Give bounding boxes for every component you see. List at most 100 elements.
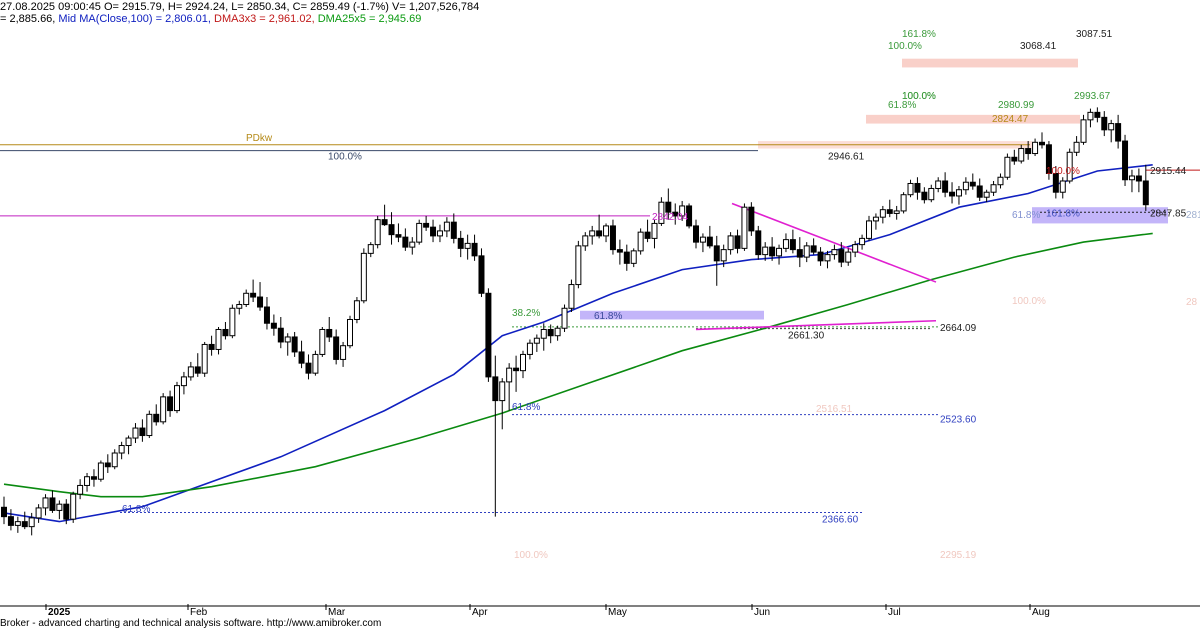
candle-body bbox=[672, 211, 679, 217]
dma3x3-legend: DMA3x3 = 2,961.02, bbox=[214, 13, 318, 25]
candle-body bbox=[319, 328, 326, 355]
candle-body bbox=[831, 249, 838, 256]
candle-body bbox=[160, 396, 167, 423]
candle-body bbox=[464, 242, 471, 249]
trendline-down bbox=[731, 202, 937, 283]
candle-body bbox=[1135, 175, 1142, 182]
candle-body bbox=[436, 230, 443, 237]
fib-zone-top bbox=[902, 58, 1078, 68]
candle-body bbox=[28, 517, 35, 528]
trendline-support bbox=[695, 319, 937, 331]
candle-body bbox=[658, 201, 665, 224]
candle-body bbox=[416, 222, 423, 243]
x-tick-label: May bbox=[608, 607, 627, 618]
candle-body bbox=[187, 366, 194, 378]
candle-body bbox=[969, 181, 976, 187]
candle-body bbox=[42, 497, 49, 509]
candle-body bbox=[630, 250, 637, 264]
candle-body bbox=[1004, 156, 1011, 178]
candle-body bbox=[125, 437, 132, 447]
candle-body bbox=[1011, 156, 1018, 162]
candle-body bbox=[153, 413, 160, 423]
candle-body bbox=[402, 236, 409, 248]
candle-body bbox=[430, 226, 437, 237]
candle-body bbox=[257, 296, 264, 308]
candle-body bbox=[194, 366, 201, 374]
levels-layer bbox=[0, 144, 1200, 514]
candle-body bbox=[720, 249, 727, 262]
fib-annotation: 100.0% bbox=[902, 91, 936, 102]
candle-body bbox=[374, 219, 381, 246]
price-level-label: 2915.44 bbox=[1150, 166, 1187, 177]
candle-body bbox=[70, 493, 77, 520]
candle-body bbox=[734, 235, 741, 249]
candle-body bbox=[554, 327, 561, 337]
candle-body bbox=[540, 328, 547, 339]
x-tick-label: Mar bbox=[328, 607, 346, 618]
fib-annotation: 161.8% bbox=[902, 29, 936, 40]
candle-body bbox=[277, 327, 284, 343]
candle-body bbox=[1087, 111, 1094, 121]
candle-body bbox=[706, 236, 713, 247]
candle-body bbox=[741, 206, 748, 249]
moving-average-line bbox=[3, 232, 1153, 498]
candle-body bbox=[1052, 173, 1059, 193]
candle-body bbox=[1045, 144, 1052, 175]
dma25x5-legend: DMA25x5 = 2,945.69 bbox=[317, 13, 422, 25]
candle-body bbox=[872, 216, 879, 222]
candle-body bbox=[222, 328, 229, 337]
candle-body bbox=[1128, 175, 1135, 181]
candle-body bbox=[381, 219, 388, 226]
candle-body bbox=[118, 445, 125, 454]
labels-layer: PDkw 100.0% 2946.61 2842.04 100.0% 2915.44 161… bbox=[122, 29, 1200, 561]
candle-body bbox=[499, 381, 506, 402]
candle-body bbox=[305, 362, 312, 374]
candle-body bbox=[139, 427, 146, 437]
candle-body bbox=[637, 231, 644, 252]
fib-annotation: 3068.41 bbox=[1020, 41, 1057, 52]
fib-annotation: 28 bbox=[1186, 297, 1198, 308]
candle-body bbox=[942, 180, 949, 193]
candle-body bbox=[997, 176, 1004, 186]
fib-annotation: 2516.51 bbox=[816, 404, 853, 415]
x-tick-label: Apr bbox=[472, 607, 488, 618]
x-tick-label: Aug bbox=[1032, 607, 1050, 618]
candle-body bbox=[762, 246, 769, 256]
price-level-label: 2664.09 bbox=[940, 323, 977, 334]
candle-body bbox=[533, 337, 540, 344]
fib-annotation: 61.8% bbox=[594, 311, 622, 322]
candle-body bbox=[167, 396, 174, 412]
candle-body bbox=[596, 230, 603, 237]
candle-body bbox=[547, 328, 554, 337]
candle-body bbox=[90, 476, 97, 480]
candle-body bbox=[7, 516, 14, 526]
candle-body bbox=[651, 222, 658, 239]
candle-body bbox=[928, 187, 935, 201]
candle-body bbox=[582, 235, 589, 247]
candle-body bbox=[845, 251, 852, 263]
candle-body bbox=[603, 225, 610, 237]
candle-body bbox=[367, 244, 374, 254]
candle-body bbox=[1025, 148, 1032, 155]
candle-body bbox=[340, 345, 347, 360]
candle-body bbox=[921, 191, 928, 201]
mid-ma-legend: Mid MA(Close,100) = 2,806.01, bbox=[58, 13, 215, 25]
trendlines-layer bbox=[695, 202, 937, 331]
candle-body bbox=[907, 182, 914, 196]
candle-body bbox=[423, 222, 430, 228]
candle-body bbox=[1032, 141, 1039, 155]
candle-body bbox=[1101, 116, 1108, 131]
x-tick-label: 2025 bbox=[48, 607, 71, 618]
fib-annotation: 2980.99 bbox=[998, 100, 1035, 111]
candle-body bbox=[506, 367, 513, 383]
candle-body bbox=[291, 336, 298, 353]
candle-body bbox=[679, 205, 686, 217]
fib-annotation: 100.0% bbox=[888, 41, 922, 52]
candle-body bbox=[457, 237, 464, 249]
candle-body bbox=[84, 476, 91, 486]
candle-body bbox=[983, 191, 990, 198]
candle-body bbox=[347, 318, 353, 347]
candle-body bbox=[450, 221, 457, 239]
candle-body bbox=[623, 251, 630, 264]
candle-body bbox=[852, 244, 859, 253]
